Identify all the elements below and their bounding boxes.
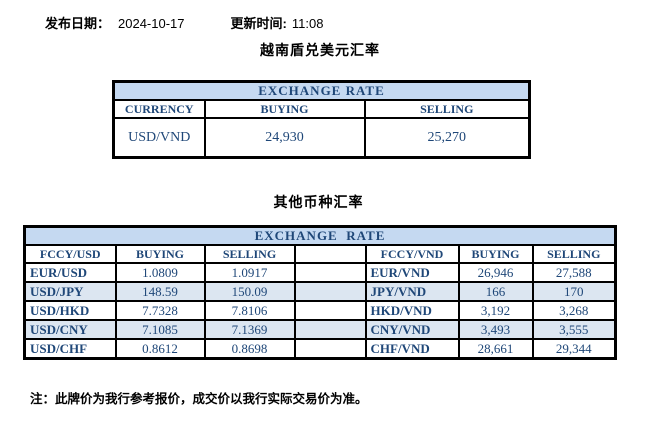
pair-cny-vnd: CNY/VND (364, 319, 460, 340)
pair-usd-chf: USD/CHF (23, 338, 117, 360)
hkd-vnd-selling: 3,268 (531, 300, 617, 321)
update-time-value: 11:08 (291, 16, 324, 31)
spacer-cell (293, 338, 367, 360)
table1-row-usd-vnd: USD/VND 24,930 25,270 (112, 117, 531, 159)
section1-title: 越南盾兑美元汇率 (260, 42, 380, 58)
hkd-vnd-buying: 3,192 (457, 300, 534, 321)
table1-header-selling: SELLING (363, 99, 531, 119)
usd-chf-selling: 0.8698 (203, 338, 296, 360)
footnote: 注：此牌价为我行参考报价，成交价以我行实际交易价为准。 (30, 392, 368, 406)
update-time-label: 更新时间: (230, 16, 287, 31)
cny-vnd-buying: 3,493 (457, 319, 534, 340)
pair-eur-vnd: EUR/VND (364, 262, 460, 283)
usd-chf-buying: 0.8612 (114, 338, 206, 360)
jpy-vnd-selling: 170 (531, 281, 617, 302)
usd-cny-buying: 7.1085 (114, 319, 206, 340)
table1-currency-pair: USD/VND (112, 117, 206, 159)
table1-caption: EXCHANGE RATE (112, 80, 531, 101)
chf-vnd-selling: 29,344 (531, 338, 617, 360)
table1-buying-value: 24,930 (203, 117, 366, 159)
pair-usd-jpy: USD/JPY (23, 281, 117, 302)
table2-header-row: FCCY/USD BUYING SELLING FCCY/VND BUYING … (23, 244, 617, 264)
table2-caption-row: EXCHANGE RATE (23, 225, 617, 246)
publish-date-label: 发布日期： (45, 16, 111, 31)
table2-row-chf: USD/CHF 0.8612 0.8698 CHF/VND 28,661 29,… (23, 338, 617, 360)
table2-header-selling-right: SELLING (531, 244, 617, 264)
section2-title: 其他币种汇率 (273, 194, 364, 210)
table1-caption-row: EXCHANGE RATE (112, 80, 531, 101)
usd-vnd-rate-table: EXCHANGE RATE CURRENCY BUYING SELLING US… (112, 80, 532, 159)
cny-vnd-selling: 3,555 (531, 319, 617, 340)
eur-usd-buying: 1.0809 (114, 262, 206, 283)
spacer-cell (293, 262, 367, 283)
pair-eur-usd: EUR/USD (23, 262, 117, 283)
usd-jpy-selling: 150.09 (203, 281, 296, 302)
table2-row-eur: EUR/USD 1.0809 1.0917 EUR/VND 26,946 27,… (23, 262, 617, 283)
eur-vnd-selling: 27,588 (531, 262, 617, 283)
spacer-cell (293, 319, 367, 340)
spacer-cell (293, 281, 367, 302)
table2-header-buying-left: BUYING (114, 244, 206, 264)
table2-header-fccy-vnd: FCCY/VND (364, 244, 460, 264)
meta-row: 发布日期： 2024-10-17 更新时间: 11:08 (45, 13, 323, 32)
pair-usd-hkd: USD/HKD (23, 300, 117, 321)
usd-cny-selling: 7.1369 (203, 319, 296, 340)
table2-row-jpy: USD/JPY 148.59 150.09 JPY/VND 166 170 (23, 281, 617, 302)
jpy-vnd-buying: 166 (457, 281, 534, 302)
table2-header-selling-left: SELLING (203, 244, 296, 264)
eur-usd-selling: 1.0917 (203, 262, 296, 283)
table2-header-spacer (293, 244, 367, 264)
table1-header-row: CURRENCY BUYING SELLING (112, 99, 531, 119)
usd-hkd-buying: 7.7328 (114, 300, 206, 321)
usd-jpy-buying: 148.59 (114, 281, 206, 302)
other-currency-rate-table: EXCHANGE RATE FCCY/USD BUYING SELLING FC… (23, 225, 618, 360)
pair-jpy-vnd: JPY/VND (364, 281, 460, 302)
eur-vnd-buying: 26,946 (457, 262, 534, 283)
pair-usd-cny: USD/CNY (23, 319, 117, 340)
chf-vnd-buying: 28,661 (457, 338, 534, 360)
table2-row-cny: USD/CNY 7.1085 7.1369 CNY/VND 3,493 3,55… (23, 319, 617, 340)
spacer-cell (293, 300, 367, 321)
table2-row-hkd: USD/HKD 7.7328 7.8106 HKD/VND 3,192 3,26… (23, 300, 617, 321)
table2-caption: EXCHANGE RATE (23, 225, 617, 246)
table1-header-buying: BUYING (203, 99, 366, 119)
table2-header-buying-right: BUYING (457, 244, 534, 264)
pair-hkd-vnd: HKD/VND (364, 300, 460, 321)
publish-date-value: 2024-10-17 (118, 16, 185, 31)
table2-header-fccy-usd: FCCY/USD (23, 244, 117, 264)
pair-chf-vnd: CHF/VND (364, 338, 460, 360)
table1-selling-value: 25,270 (363, 117, 531, 159)
table1-header-currency: CURRENCY (112, 99, 206, 119)
usd-hkd-selling: 7.8106 (203, 300, 296, 321)
